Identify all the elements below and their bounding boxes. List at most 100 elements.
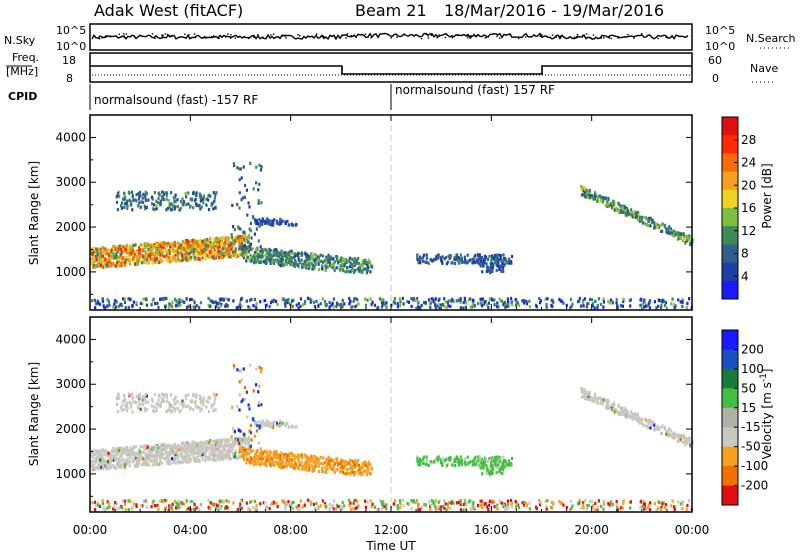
data-cell [510,301,513,305]
data-cell [115,200,119,204]
data-cell [130,200,133,204]
data-cell [275,423,278,427]
data-cell [127,448,130,453]
data-cell [279,264,282,268]
data-cell [188,240,191,244]
data-cell [335,257,338,261]
data-cell [437,298,440,302]
nsky-point [657,37,659,40]
data-cell [162,298,165,302]
data-cell [257,401,260,405]
data-cell [271,421,274,425]
data-cell [582,192,585,197]
data-cell [286,301,289,305]
data-cell [143,406,146,410]
cpid-segment-1: normalsound (fast) -157 RF [94,93,258,107]
data-cell [640,418,644,422]
data-cell [306,462,309,466]
data-cell [119,446,122,450]
data-cell [254,453,257,457]
data-cell [166,258,170,262]
data-cell [135,258,138,262]
data-cell [673,306,676,310]
data-cell [300,455,303,460]
data-cell [218,442,221,446]
data-cell [434,297,437,301]
data-cell [615,503,618,507]
data-cell [238,441,241,445]
data-cell [443,459,446,463]
data-cell [562,301,565,305]
data-cell [189,459,192,463]
data-cell [681,441,684,445]
data-cell [134,243,138,247]
data-cell [219,455,222,459]
data-cell [258,182,261,186]
data-cell [348,296,351,301]
data-cell [112,256,115,260]
data-cell [212,447,215,451]
data-cell [212,409,215,413]
data-cell [188,442,191,446]
data-cell [201,452,204,457]
data-cell [616,410,619,414]
data-cell [682,434,685,438]
data-cell [124,245,127,249]
data-cell [241,449,244,453]
data-cell [347,259,351,263]
data-cell [331,459,334,463]
data-cell [192,191,195,196]
data-cell [257,454,260,458]
data-cell [114,299,117,303]
data-cell [381,298,384,302]
data-cell [185,455,188,459]
data-cell [362,267,365,271]
colorbar-tick-label: 28 [741,133,756,147]
colorbar-tick-label: 8 [741,247,749,261]
data-cell [290,299,294,303]
data-cell [488,269,491,273]
data-cell [496,466,499,470]
data-cell [674,435,677,439]
data-cell [265,256,269,260]
data-cell [217,236,220,240]
data-cell [165,393,168,397]
data-cell [152,252,155,256]
data-cell [179,408,182,412]
colorbar-swatch [722,226,738,245]
data-cell [120,252,123,256]
data-cell [326,467,329,471]
data-cell [104,257,107,261]
data-cell [506,297,509,301]
data-cell [106,460,109,464]
data-cell [138,246,141,250]
data-cell [96,455,99,459]
nsky-point [212,35,215,37]
data-cell [619,406,622,410]
data-cell [316,258,319,262]
data-cell [128,400,131,404]
data-cell [281,263,284,267]
data-cell [226,453,229,457]
data-cell [247,250,250,254]
data-cell [220,248,223,252]
data-cell [227,244,230,248]
data-cell [205,399,208,403]
data-cell [163,444,166,448]
data-cell [649,426,652,430]
data-cell [477,253,480,257]
data-cell [569,499,573,504]
data-cell [425,455,428,459]
data-cell [262,299,265,303]
data-cell [498,253,501,257]
data-cell [364,469,367,473]
data-cell [160,196,164,200]
data-cell [252,463,255,467]
nsky-point [563,36,565,38]
nsky-point [123,33,125,35]
data-cell [265,458,269,462]
data-cell [151,245,154,249]
data-cell [170,208,173,212]
data-cell [288,257,291,261]
data-cell [332,297,336,301]
